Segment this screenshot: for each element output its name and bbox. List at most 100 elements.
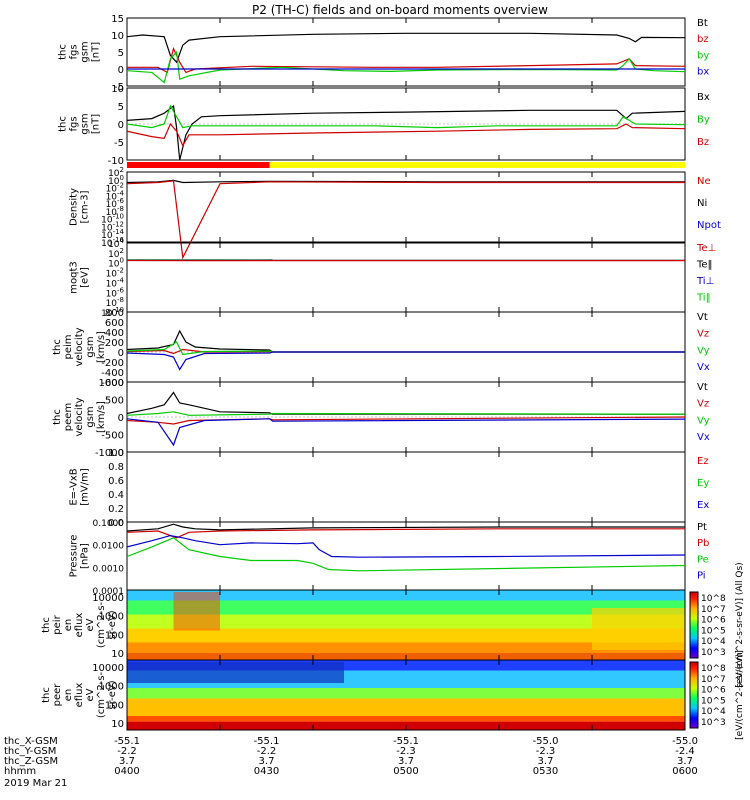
colorbar xyxy=(689,591,699,659)
x-axis-row-value: -55.1 xyxy=(254,736,280,747)
spectrogram-band xyxy=(127,642,685,653)
series-Bz xyxy=(126,122,686,147)
y-axis-label: [cm-3] xyxy=(80,190,91,223)
spectrogram-band xyxy=(127,662,344,683)
spectrogram-band xyxy=(127,698,685,716)
x-axis-row-value: 0500 xyxy=(393,766,418,777)
panel-frame xyxy=(126,311,686,383)
y-tick-label: 0.2 xyxy=(108,504,124,515)
x-axis-row-value: -55.1 xyxy=(114,736,140,747)
legend-item: Vx xyxy=(697,432,710,443)
legend-item: Ni xyxy=(697,198,707,209)
series-By xyxy=(126,104,686,129)
legend-item: Vt xyxy=(697,312,708,323)
series-Vt xyxy=(126,329,685,353)
x-axis-row-value: -2.2 xyxy=(117,746,137,757)
x-axis-row-value: -2.3 xyxy=(536,746,556,757)
y-tick-label: -5 xyxy=(114,82,124,93)
spectrogram-band xyxy=(127,614,685,629)
x-axis-row-value: -55.0 xyxy=(533,736,559,747)
series-Vx xyxy=(126,351,685,371)
x-axis-row-value: 0600 xyxy=(672,766,697,777)
spectrogram-hotspot xyxy=(173,592,220,631)
colorbar-tick-label: 10^8 xyxy=(701,664,726,674)
y-tick-label: -400 xyxy=(101,368,124,379)
legend-item: Bt xyxy=(697,18,708,29)
y-tick-label: 0 xyxy=(118,120,124,131)
series-Ne xyxy=(126,180,685,260)
y-axis-label: sr-eV) xyxy=(107,610,118,639)
panel-frame xyxy=(126,17,686,87)
y-tick-label: 10 xyxy=(111,719,124,730)
legend-item: Vz xyxy=(697,329,709,340)
y-axis-label: Pressure xyxy=(69,535,80,578)
x-axis-row-value: 3.7 xyxy=(677,756,693,767)
panel-7: 0.0001 0.0010 0.0100 0.1000 Pressure [nPa] Pt P… xyxy=(69,519,710,597)
colorbar-tick-label: 10^3 xyxy=(701,718,726,728)
y-tick-label: -10 xyxy=(108,156,124,167)
y-tick-label: 0.0100 xyxy=(93,542,125,552)
legend-item: by xyxy=(697,50,709,61)
legend-item: Npot xyxy=(697,220,721,231)
x-axis-row-value: 3.7 xyxy=(259,756,275,767)
legend-item: Pt xyxy=(697,522,707,533)
y-axis-label: eflux xyxy=(74,683,85,708)
y-axis-label: thc xyxy=(58,44,69,60)
series-Bx xyxy=(126,104,686,161)
y-tick-label: -500 xyxy=(101,431,124,442)
y-axis-label: thc xyxy=(52,339,63,355)
y-axis-label: gsm xyxy=(85,336,96,357)
series-Pe xyxy=(126,537,686,572)
series-Pt xyxy=(126,523,685,532)
y-axis-label: Density xyxy=(69,188,80,226)
y-tick-label: -5 xyxy=(114,138,124,149)
series-by xyxy=(126,50,686,84)
x-axis-annotation: thc_X-GSM -55.1 -55.1 -55.1 -55.0 -55.0 thc_Y-… xyxy=(4,736,698,789)
x-axis-row-value: -2.3 xyxy=(396,746,416,757)
y-tick-label: 0.0 xyxy=(108,518,124,529)
spectrogram-band xyxy=(127,688,685,699)
series-Pi xyxy=(126,534,686,558)
legend-item: Pi xyxy=(697,571,706,582)
y-tick-label: 100 xyxy=(105,700,124,711)
colorbar-tick-label: 10^5 xyxy=(701,696,726,706)
legend-item: By xyxy=(697,115,710,126)
y-tick-label: -200 xyxy=(101,358,124,369)
legend-item: Pe xyxy=(697,554,709,565)
colorbar-tick-label: 10^4 xyxy=(701,637,726,647)
panel-9: 10 100 1000 10000 thc peer en eflux eV (cm^2-s-sr… xyxy=(41,650,745,740)
panel-5: -1000 -500 0 500 1000 thc peem velocity gsm [km/s… xyxy=(52,378,710,459)
x-axis-row-value: -55.1 xyxy=(393,736,419,747)
panel-0: -5 0 5 10 15 thc fgs gsm [nT] Bt bz by bx xyxy=(58,14,710,93)
y-axis-label: sr-eV) xyxy=(107,680,118,709)
x-axis-row-value: -2.2 xyxy=(257,746,277,757)
y-tick-label: 0 xyxy=(118,413,124,424)
y-tick-label: 10 xyxy=(111,84,124,95)
y-axis-label: thc xyxy=(41,687,52,703)
series-Ni xyxy=(126,179,685,184)
y-axis-label: peir xyxy=(52,614,63,634)
y-tick-label: 0.4 xyxy=(108,490,124,501)
y-tick-label: -1000 xyxy=(95,448,124,459)
y-tick-label: 600 xyxy=(105,318,124,329)
panel-frame xyxy=(126,87,686,161)
y-tick-label: 5 xyxy=(118,48,124,59)
series-Bt xyxy=(126,32,686,64)
y-axis-label: (cm^2-s- xyxy=(96,601,107,648)
y-tick-label: 100 xyxy=(105,630,124,641)
x-axis-row-value: 0430 xyxy=(254,766,279,777)
figure-title: P2 (TH-C) fields and on-board moments ov… xyxy=(252,3,548,17)
series-Vy xyxy=(126,411,686,416)
series-Pb xyxy=(126,528,685,539)
legend-item: Ti‖ xyxy=(696,292,711,303)
y-axis-label: velocity xyxy=(74,327,85,366)
y-axis-label: thc xyxy=(41,617,52,633)
panel-frame xyxy=(126,451,686,523)
y-tick-label: 1000 xyxy=(99,612,124,623)
x-axis-row-value: -2.4 xyxy=(675,746,695,757)
legend-item: Ey xyxy=(697,478,709,489)
legend-item: Te⊥ xyxy=(696,243,716,254)
